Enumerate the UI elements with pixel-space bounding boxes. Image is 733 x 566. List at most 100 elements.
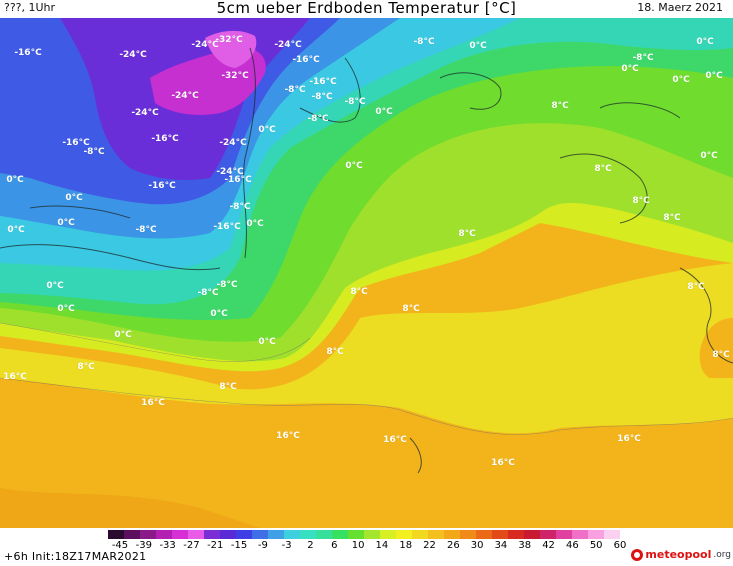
scale-swatch [540, 530, 556, 539]
isotherm-label: -24°C [219, 138, 247, 148]
isotherm-label: 0°C [345, 161, 363, 171]
isotherm-label: -32°C [215, 35, 243, 45]
scale-swatch [428, 530, 444, 539]
isotherm-label: 8°C [663, 213, 681, 223]
isotherm-label: -16°C [224, 175, 252, 185]
isotherm-label: 0°C [672, 75, 690, 85]
isotherm-label: -8°C [229, 202, 251, 212]
isotherm-label: 0°C [258, 125, 276, 135]
scale-tick: 34 [494, 540, 508, 551]
scale-tick: 50 [589, 540, 603, 551]
isotherm-label: 0°C [6, 175, 24, 185]
isotherm-label: 0°C [258, 337, 276, 347]
isotherm-label: 16°C [383, 435, 407, 445]
isotherm-label: 16°C [141, 398, 165, 408]
isotherm-label: 0°C [700, 151, 718, 161]
isotherm-label: -16°C [292, 55, 320, 65]
scale-swatch [188, 530, 204, 539]
isotherm-label: -8°C [413, 37, 435, 47]
scale-tick: -15 [230, 540, 248, 551]
isotherm-label: 8°C [712, 350, 730, 360]
valid-date: 18. Maerz 2021 [637, 1, 723, 14]
init-label: +6h Init:18Z17MAR2021 [4, 550, 147, 563]
isotherm-label: -24°C [274, 40, 302, 50]
coastlines [0, 47, 733, 474]
scale-swatch [364, 530, 380, 539]
isotherm-label: -24°C [191, 40, 219, 50]
scale-swatch [476, 530, 492, 539]
isotherm-label: 16°C [276, 431, 300, 441]
scale-swatch [604, 530, 620, 539]
meteopool-logo[interactable]: meteopool .org [631, 548, 731, 561]
isotherm-label: -16°C [309, 77, 337, 87]
scale-swatch [460, 530, 476, 539]
scale-tick: -9 [257, 540, 268, 551]
scale-swatch [508, 530, 524, 539]
isotherm-label: -24°C [216, 167, 244, 177]
scale-swatch [252, 530, 268, 539]
scale-swatch [300, 530, 316, 539]
isotherm-label: -8°C [135, 225, 157, 235]
isotherm-label: 8°C [632, 196, 650, 206]
scale-tick: 10 [351, 540, 365, 551]
scale-tick: 22 [423, 540, 436, 551]
isotherm-label: 0°C [705, 71, 723, 81]
scale-swatch [588, 530, 604, 539]
scale-swatch [108, 530, 124, 539]
isotherm-label: 8°C [350, 287, 368, 297]
scale-tick: -27 [183, 540, 200, 551]
isotherm-label: -8°C [197, 288, 219, 298]
scale-swatch [412, 530, 428, 539]
isotherm-label: -8°C [344, 97, 366, 107]
scale-swatch [204, 530, 220, 539]
isotherm-label: -8°C [216, 280, 238, 290]
isotherm-label: 0°C [210, 309, 228, 319]
isotherm-label: 8°C [77, 362, 95, 372]
isotherm-label: -16°C [213, 222, 241, 232]
scale-swatch [380, 530, 396, 539]
isotherm-label: 0°C [57, 304, 75, 314]
isotherm-label: 16°C [491, 458, 515, 468]
run-label: ???, 1Uhr [4, 1, 56, 14]
scale-tick: -45 [111, 540, 129, 551]
isotherm-label: 0°C [246, 219, 264, 229]
color-scale-bar [108, 530, 620, 539]
isotherm-label: -8°C [632, 53, 654, 63]
scale-swatch [268, 530, 284, 539]
scale-swatch [524, 530, 540, 539]
isotherm-label: 16°C [617, 434, 641, 444]
isotherm-label: 0°C [57, 218, 75, 228]
temperature-map[interactable]: -16°C -24°C -24°C -32°C -24°C -16°C -8°C 0°C 0°C… [0, 18, 733, 528]
isotherm-label: 0°C [46, 281, 64, 291]
isotherm-label: -24°C [171, 91, 199, 101]
scale-tick: 60 [613, 540, 627, 551]
isotherm-label: -16°C [148, 181, 176, 191]
scale-tick: 42 [542, 540, 555, 551]
scale-tick: 14 [375, 540, 389, 551]
scale-swatch [316, 530, 332, 539]
color-scale-ticks: -45 -39 -33 -27 -21 -15 -9 -3 2 6 10 14 18 22 26 30 34 38… [108, 540, 628, 552]
isotherm-label: 8°C [402, 304, 420, 314]
scale-swatch [140, 530, 156, 539]
isotherm-label: -24°C [119, 50, 147, 60]
isotherm-label: 8°C [458, 229, 476, 239]
isotherm-label: -8°C [83, 147, 105, 157]
scale-swatch [444, 530, 460, 539]
logo-suffix: .org [713, 549, 731, 560]
isotherm-label: 8°C [219, 382, 237, 392]
scale-tick: 30 [470, 540, 484, 551]
scale-tick: 26 [446, 540, 460, 551]
isotherm-label: -24°C [131, 108, 159, 118]
contour-lines [0, 322, 733, 435]
scale-tick: -39 [135, 540, 152, 551]
isotherm-label: 0°C [7, 225, 25, 235]
isotherm-label: 8°C [326, 347, 344, 357]
scale-tick: 6 [331, 540, 338, 551]
isotherm-label: -8°C [307, 114, 329, 124]
zone-yellow [0, 263, 733, 434]
zone-deep-orange [0, 488, 260, 528]
scale-swatch [172, 530, 188, 539]
scale-swatch [284, 530, 300, 539]
header-bar: ???, 1Uhr 5cm ueber Erdboden Temperatur … [0, 0, 733, 18]
footer: -45 -39 -33 -27 -21 -15 -9 -3 2 6 10 14 18 22 26 30 34 38… [0, 528, 733, 566]
